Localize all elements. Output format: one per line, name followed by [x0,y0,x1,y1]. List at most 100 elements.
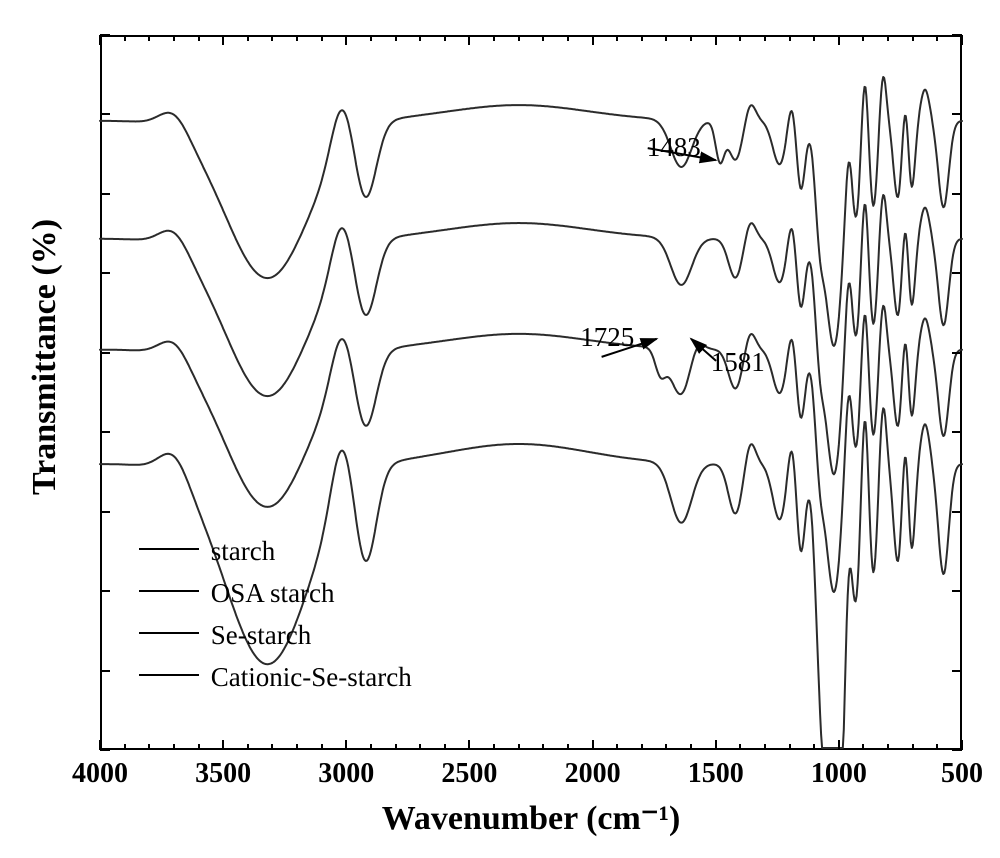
y-tick-left [100,590,110,592]
x-tick-major [345,740,347,750]
x-tick-minor-top [370,35,372,41]
x-tick-minor-top [936,35,938,41]
y-tick-right [952,113,962,115]
x-axis-label: Wavenumber (cm⁻¹) [382,798,681,838]
x-tick-major-top [99,35,101,45]
x-tick-minor [616,744,618,750]
x-tick-label: 2000 [565,758,621,790]
x-tick-minor [518,744,520,750]
x-tick-minor [542,744,544,750]
x-tick-label: 1500 [688,758,744,790]
y-tick-left [100,670,110,672]
x-tick-major [592,740,594,750]
x-tick-minor-top [887,35,889,41]
y-tick-left [100,511,110,513]
y-tick-right [952,511,962,513]
x-tick-major-top [838,35,840,45]
legend-line [139,548,199,550]
x-tick-major [468,740,470,750]
y-tick-left [100,749,110,751]
x-tick-major-top [961,35,963,45]
annotation-label: 1483 [647,132,701,163]
x-tick-minor-top [444,35,446,41]
x-tick-minor-top [739,35,741,41]
x-tick-label: 3500 [195,758,251,790]
x-tick-minor-top [567,35,569,41]
x-tick-major-top [468,35,470,45]
y-tick-left [100,113,110,115]
x-tick-minor [665,744,667,750]
x-tick-minor-top [518,35,520,41]
x-tick-minor [370,744,372,750]
y-tick-left [100,272,110,274]
x-tick-minor [567,744,569,750]
x-tick-minor [813,744,815,750]
x-tick-minor [887,744,889,750]
x-tick-label: 4000 [72,758,128,790]
y-tick-left [100,352,110,354]
x-tick-minor [271,744,273,750]
x-tick-minor-top [665,35,667,41]
x-tick-minor [296,744,298,750]
figure-container: Wavenumber (cm⁻¹) Transmittance (%) 4000… [0,0,1000,858]
legend-line [139,674,199,676]
x-tick-major-top [592,35,594,45]
legend-item: Se-starch [211,620,311,651]
y-tick-right [952,352,962,354]
legend-line [139,632,199,634]
x-tick-major [838,740,840,750]
annotation-label: 1581 [711,347,765,378]
x-tick-label: 500 [941,758,983,790]
x-tick-minor-top [641,35,643,41]
x-tick-minor [764,744,766,750]
x-tick-minor-top [764,35,766,41]
x-tick-minor-top [789,35,791,41]
x-tick-major-top [715,35,717,45]
y-axis-label: Transmittance (%) [26,219,64,495]
y-tick-right [952,590,962,592]
x-tick-minor [690,744,692,750]
x-tick-minor [862,744,864,750]
x-tick-minor [395,744,397,750]
x-tick-label: 3000 [318,758,374,790]
x-tick-minor-top [542,35,544,41]
x-tick-minor-top [690,35,692,41]
x-tick-minor [124,744,126,750]
x-tick-minor [444,744,446,750]
x-tick-minor [148,744,150,750]
x-tick-minor-top [813,35,815,41]
x-tick-minor [912,744,914,750]
x-tick-minor [198,744,200,750]
legend-item: starch [211,536,275,567]
y-tick-left [100,34,110,36]
y-tick-right [952,670,962,672]
y-tick-right [952,193,962,195]
x-tick-minor [641,744,643,750]
annotation-label: 1725 [580,322,634,353]
legend-item: Cationic-Se-starch [211,662,412,693]
x-tick-major-top [345,35,347,45]
y-tick-left [100,431,110,433]
x-tick-minor [493,744,495,750]
x-tick-minor-top [395,35,397,41]
x-tick-label: 2500 [441,758,497,790]
x-tick-minor-top [493,35,495,41]
x-tick-minor [321,744,323,750]
legend-line [139,590,199,592]
y-tick-right [952,272,962,274]
x-tick-minor [419,744,421,750]
x-tick-minor-top [247,35,249,41]
x-tick-minor-top [296,35,298,41]
legend-item: OSA starch [211,578,335,609]
x-tick-minor [936,744,938,750]
x-tick-minor-top [862,35,864,41]
x-tick-minor-top [198,35,200,41]
y-tick-right [952,431,962,433]
x-tick-minor-top [616,35,618,41]
x-tick-minor-top [321,35,323,41]
x-tick-minor [247,744,249,750]
y-tick-left [100,193,110,195]
x-tick-minor-top [173,35,175,41]
x-tick-minor-top [124,35,126,41]
x-tick-minor-top [148,35,150,41]
